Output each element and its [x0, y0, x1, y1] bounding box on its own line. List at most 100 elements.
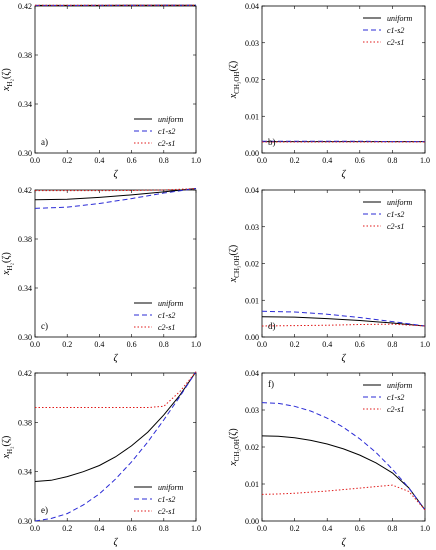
- y-tick-label: 0.42: [18, 369, 32, 378]
- y-tick-label: 0.03: [245, 39, 259, 48]
- x-tick-label: 0.2: [62, 156, 72, 165]
- y-tick-label: 0.30: [18, 149, 32, 158]
- x-axis-label: ζ: [113, 353, 118, 364]
- y-tick-label: 0.30: [18, 517, 32, 526]
- y-tick-label: 0.04: [245, 186, 259, 195]
- y-tick-label: 0.04: [245, 369, 259, 378]
- y-axis-label: xCH₃OH(ζ): [228, 61, 241, 100]
- y-tick-label: 0.01: [245, 296, 259, 305]
- series-line-c2-s1: [35, 188, 197, 192]
- panel-label: a): [41, 137, 48, 147]
- x-tick-label: 0.8: [159, 340, 169, 349]
- x-tick-label: 0.2: [290, 340, 300, 349]
- x-axis-label: ζ: [341, 537, 346, 548]
- panel-label: f): [268, 379, 274, 389]
- legend-label-c2-s1: c2-s1: [387, 405, 404, 414]
- panel-label: b): [268, 137, 276, 147]
- y-tick-label: 0.42: [18, 2, 32, 11]
- x-tick-label: 0.0: [257, 524, 267, 533]
- panel-label: d): [268, 321, 276, 331]
- x-tick-label: 0.4: [94, 340, 104, 349]
- y-tick-label: 0.38: [18, 51, 32, 60]
- legend: uniform c1-s2 c2-s1: [363, 198, 413, 231]
- x-tick-label: 0.0: [30, 524, 40, 533]
- x-tick-label: 0.0: [257, 340, 267, 349]
- plot-frame: [34, 5, 197, 154]
- panel-label: c): [41, 321, 48, 331]
- series-line-c1-s2: [261, 310, 426, 327]
- x-tick-label: 0.4: [322, 156, 332, 165]
- chart-panel-f: 0.0 0.2 0.4 0.6 0.8 1.0 0.00 0.01 0.02 0.03 0.04 ζ x…: [228, 369, 430, 548]
- y-axis-label: xCH₃OH(ζ): [228, 428, 241, 467]
- x-tick-label: 0.8: [387, 524, 397, 533]
- y-axis-label: xH₂(ζ): [1, 436, 14, 460]
- x-tick-label: 0.8: [387, 156, 397, 165]
- chart-panel-a: 0.0 0.2 0.4 0.6 0.8 1.0 0.30 0.34 0.38 0.42 ζ xH₂(ζ…: [1, 2, 201, 180]
- legend: uniform c1-s2 c2-s1: [363, 381, 413, 414]
- y-axis-label: xH₂(ζ): [1, 252, 14, 276]
- legend-label-uniform: uniform: [158, 115, 184, 124]
- y-tick-label: 0.01: [245, 480, 259, 489]
- y-tick-label: 0.00: [245, 149, 259, 158]
- series-line-c2-s1: [261, 323, 426, 327]
- chart-panel-c: 0.0 0.2 0.4 0.6 0.8 1.0 0.30 0.34 0.38 0.42 ζ xH₂(ζ…: [1, 186, 201, 364]
- series-line-c1-s2: [34, 188, 197, 209]
- y-tick-label: 0.04: [245, 2, 259, 11]
- plot-frame: [34, 189, 197, 338]
- legend: uniform c1-s2 c2-s1: [363, 14, 413, 47]
- y-tick-label: 0.03: [245, 406, 259, 415]
- y-tick-label: 0.34: [18, 468, 32, 477]
- legend-label-uniform: uniform: [158, 483, 184, 492]
- x-tick-label: 0.4: [94, 524, 104, 533]
- y-tick-label: 0.00: [245, 333, 259, 342]
- y-tick-label: 0.02: [245, 76, 259, 85]
- x-tick-label: 0.8: [159, 156, 169, 165]
- chart-panel-e: 0.0 0.2 0.4 0.6 0.8 1.0 0.30 0.34 0.38 0.42 ζ xH₂(ζ…: [1, 369, 201, 548]
- y-tick-label: 0.34: [18, 100, 32, 109]
- y-tick-label: 0.38: [18, 235, 32, 244]
- x-tick-label: 0.8: [387, 340, 397, 349]
- plot-frame: [34, 372, 197, 522]
- x-tick-label: 1.0: [420, 156, 430, 165]
- y-tick-label: 0.03: [245, 223, 259, 232]
- x-tick-label: 0.4: [322, 524, 332, 533]
- series-line-c1-s2: [34, 371, 197, 522]
- legend-label-c1-s2: c1-s2: [387, 210, 404, 219]
- x-tick-label: 0.4: [94, 156, 104, 165]
- legend-label-uniform: uniform: [387, 14, 413, 23]
- series-line-uniform: [261, 435, 426, 511]
- x-tick-label: 0.2: [62, 524, 72, 533]
- legend: uniform c1-s2 c2-s1: [134, 483, 184, 516]
- x-axis-label: ζ: [113, 537, 118, 548]
- y-tick-label: 0.42: [18, 186, 32, 195]
- series-line-c2-s1: [35, 371, 197, 409]
- y-tick-label: 0.30: [18, 333, 32, 342]
- x-tick-label: 0.2: [290, 524, 300, 533]
- legend-label-c1-s2: c1-s2: [158, 311, 175, 320]
- y-tick-label: 0.01: [245, 112, 259, 121]
- x-tick-label: 0.6: [127, 340, 137, 349]
- y-tick-label: 0.02: [245, 443, 259, 452]
- series-line-c1-s2: [261, 402, 426, 511]
- y-tick-label: 0.38: [18, 418, 32, 427]
- legend-label-c2-s1: c2-s1: [387, 38, 404, 47]
- x-tick-label: 1.0: [191, 156, 201, 165]
- x-tick-label: 0.6: [355, 524, 365, 533]
- legend-label-c1-s2: c1-s2: [387, 26, 404, 35]
- legend-label-uniform: uniform: [387, 198, 413, 207]
- x-tick-label: 0.6: [127, 156, 137, 165]
- x-tick-label: 1.0: [420, 340, 430, 349]
- chart-panel-d: 0.0 0.2 0.4 0.6 0.8 1.0 0.00 0.01 0.02 0.03 0.04 ζ x…: [228, 186, 430, 364]
- x-tick-label: 0.6: [355, 340, 365, 349]
- legend-label-c1-s2: c1-s2: [387, 393, 404, 402]
- x-tick-label: 0.6: [355, 156, 365, 165]
- x-tick-label: 0.0: [257, 156, 267, 165]
- legend-label-c1-s2: c1-s2: [158, 127, 175, 136]
- series-line-uniform: [34, 371, 197, 483]
- y-axis-label: xH₂(ζ): [1, 68, 14, 92]
- panel-label: e): [41, 505, 48, 515]
- series-line-uniform: [34, 188, 197, 201]
- x-tick-label: 1.0: [191, 340, 201, 349]
- x-axis-label: ζ: [341, 353, 346, 364]
